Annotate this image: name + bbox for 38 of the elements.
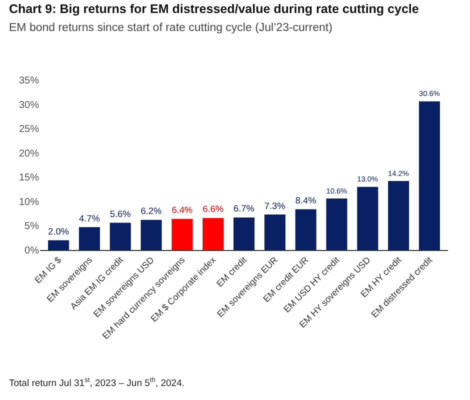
y-tick-label: 30% (18, 100, 40, 111)
data-label: 7.3% (264, 200, 286, 211)
y-tick-label: 10% (18, 196, 40, 208)
chart-title: Chart 9: Big returns for EM distressed/value during rate cutting cycle (9, 2, 419, 16)
data-label: 6.2% (140, 206, 162, 216)
text: Total return Jul 31$^{st}$, 2023 – Jun 5$^{th}$, 2024. (9, 377, 185, 389)
y-tick-label: 0% (24, 246, 40, 256)
bar (295, 209, 316, 250)
y-tick-label: 25% (18, 124, 40, 136)
y-tick-label: 15% (18, 172, 40, 184)
data-label: 13.0% (357, 174, 378, 184)
bar (388, 181, 410, 250)
bar (357, 186, 378, 250)
data-label: 2.0% (48, 226, 69, 237)
bar (78, 227, 100, 250)
bar (202, 218, 224, 250)
data-label: 6.7% (234, 204, 254, 214)
y-tick-label: 5% (24, 221, 40, 232)
data-label: 6.4% (172, 205, 193, 216)
data-label: 8.4% (295, 195, 316, 206)
data-label: 6.6% (202, 204, 224, 214)
bar (326, 198, 348, 250)
bar (418, 101, 440, 250)
bar (264, 214, 286, 250)
y-tick-label: 20% (18, 148, 40, 160)
data-label: 30.6% (418, 89, 440, 98)
bar (140, 220, 162, 250)
data-label: 10.6% (326, 186, 348, 196)
x-tick-label: EM IG $ (32, 254, 64, 286)
data-label: 4.7% (78, 213, 100, 224)
bar (233, 217, 255, 250)
bar (48, 240, 70, 250)
bar (172, 218, 193, 250)
bar (110, 222, 131, 250)
y-tick-label: 35% (18, 76, 40, 86)
chart-subtitle: EM bond returns since start of rate cutting cycle (Jul’23-current) (9, 22, 333, 34)
data-label: 5.6% (110, 209, 131, 220)
data-label: 14.2% (388, 168, 410, 178)
